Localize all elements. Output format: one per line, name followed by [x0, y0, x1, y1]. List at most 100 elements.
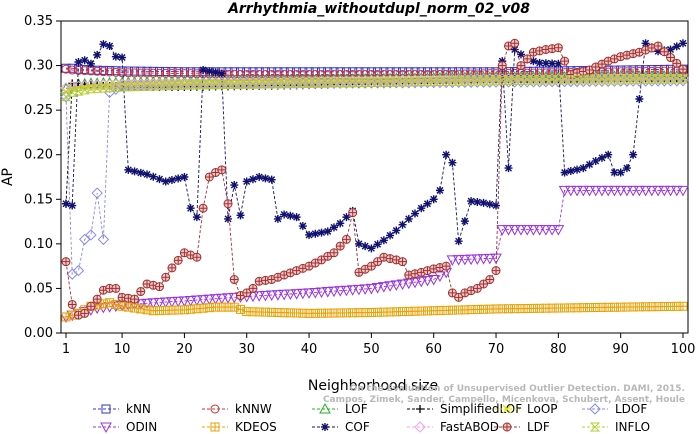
legend-marker-fastabod	[414, 421, 426, 433]
point-ldf	[497, 61, 507, 71]
legend-marker-knn	[101, 404, 111, 414]
point-ldf	[510, 38, 520, 48]
point-cof	[161, 177, 170, 186]
legend-item-ldf: LDF	[494, 420, 550, 434]
legend-item-simplifiedlof: SimplifiedLOF	[407, 402, 522, 416]
point-ldf	[479, 279, 489, 289]
point-cof	[529, 57, 538, 66]
point-knn	[429, 67, 439, 77]
legend-marker-lof	[319, 402, 331, 414]
point-inflo	[148, 81, 159, 91]
point-ldf	[192, 252, 202, 262]
point-odin	[321, 287, 334, 298]
point-odin	[533, 225, 546, 236]
point-odin	[483, 253, 496, 265]
point-inflo	[341, 78, 352, 88]
point-cof	[68, 201, 77, 210]
point-odin	[377, 282, 390, 293]
point-odin	[596, 185, 608, 197]
point-cof	[199, 66, 208, 75]
point-odin	[141, 298, 153, 310]
point-cof	[479, 198, 488, 207]
point-inflo	[609, 75, 620, 85]
point-odin	[253, 291, 266, 302]
point-cof	[485, 200, 494, 209]
point-odin	[278, 289, 290, 301]
point-odin	[602, 185, 615, 197]
point-cof	[404, 214, 413, 223]
point-odin	[153, 297, 166, 309]
point-ldf	[136, 287, 146, 297]
point-odin	[365, 283, 378, 295]
point-odin	[627, 185, 639, 197]
point-inflo	[210, 80, 221, 90]
point-cof	[111, 52, 120, 61]
point-inflo	[322, 78, 333, 88]
point-inflo	[677, 74, 689, 84]
point-cof	[155, 175, 164, 184]
point-odin	[284, 289, 297, 300]
point-kdeos	[142, 305, 152, 315]
y-tick-label: 0.15	[24, 192, 53, 207]
point-cof	[149, 172, 158, 181]
legend-label-ldof: LDOF	[615, 402, 647, 416]
point-ldf	[522, 54, 532, 64]
point-ldf	[242, 288, 252, 298]
chart-title: Arrhythmia_withoutdupl_norm_02_v08	[227, 1, 530, 17]
point-inflo	[540, 75, 552, 85]
point-inflo	[98, 83, 109, 93]
point-cof	[679, 39, 687, 48]
point-cof	[280, 210, 289, 219]
x-axis-label: Neighborhood size	[308, 378, 438, 394]
point-inflo	[241, 79, 252, 89]
point-ldof	[91, 187, 103, 199]
axis-layer: 1 10 20 30 40 50 60 70 80 90 100 0.00 0.05 0.10 0.15 0.…	[24, 14, 695, 357]
point-cof	[255, 173, 264, 181]
point-knnw	[98, 67, 108, 77]
point-odin	[265, 290, 278, 302]
legend-marker-simplifiedlof	[416, 405, 424, 413]
point-cof	[467, 197, 476, 206]
point-inflo	[335, 78, 346, 88]
point-knn	[454, 67, 464, 77]
point-odin	[502, 225, 515, 236]
point-odin	[197, 295, 209, 306]
point-ldf	[373, 257, 383, 267]
point-ldf	[204, 172, 214, 182]
point-odin	[296, 288, 309, 300]
x-tick-label: 10	[114, 342, 131, 357]
point-odin	[309, 287, 322, 299]
point-cof	[317, 228, 326, 237]
point-odin	[421, 275, 434, 287]
point-knn	[310, 67, 320, 77]
point-cof	[629, 150, 638, 159]
point-ldf	[67, 299, 77, 309]
point-cof	[367, 244, 376, 253]
legend-item-loop: LoOP	[494, 402, 558, 416]
point-inflo	[166, 81, 178, 91]
point-knn	[466, 67, 476, 77]
point-cof	[610, 168, 619, 177]
point-cof	[298, 222, 307, 231]
point-inflo	[272, 79, 284, 89]
point-inflo	[172, 80, 184, 90]
point-inflo	[453, 76, 464, 86]
point-ldf	[111, 283, 121, 293]
point-odin	[203, 294, 216, 306]
legend-marker-odin	[100, 422, 112, 434]
point-odin	[396, 279, 409, 291]
point-cof	[118, 53, 127, 62]
point-cof	[74, 58, 83, 67]
point-cof	[672, 42, 681, 51]
point-inflo	[141, 81, 153, 91]
point-knnw	[61, 64, 71, 74]
y-tick-label: 0.25	[24, 103, 53, 118]
point-cof	[80, 56, 89, 65]
point-cof	[336, 219, 345, 228]
point-inflo	[565, 75, 577, 85]
series-line-cof	[65, 42, 684, 249]
point-inflo	[185, 80, 196, 90]
point-knn	[460, 67, 470, 77]
point-inflo	[596, 75, 608, 85]
point-ldf	[92, 294, 102, 304]
